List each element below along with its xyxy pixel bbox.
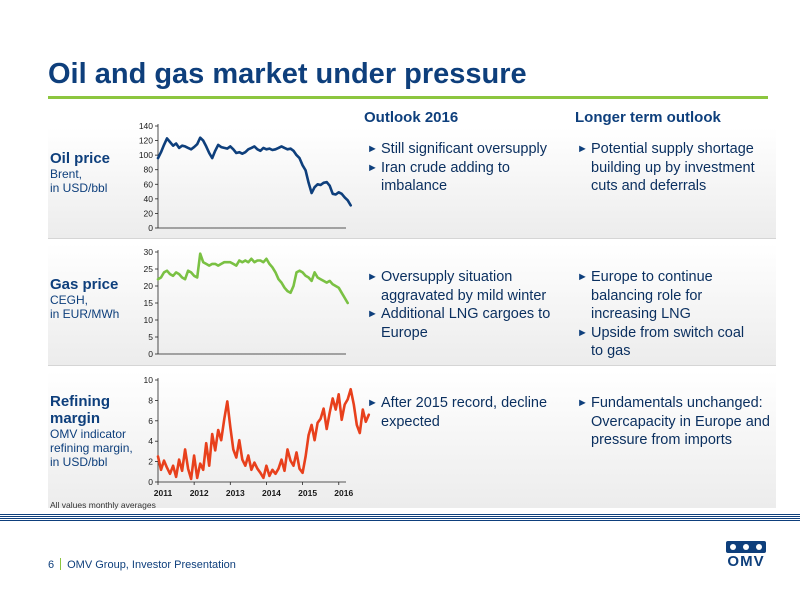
bullet-item: ► After 2015 record, decline expected xyxy=(367,395,548,430)
footer-stripes xyxy=(0,514,800,522)
page-title: Oil and gas market under pressure xyxy=(48,58,527,90)
row-heading: Refining margin xyxy=(50,393,110,427)
gas-longer-term-list: ► Europe to continue balancing role for i… xyxy=(577,268,747,361)
row-heading: Gas price xyxy=(50,276,119,293)
row-subtitle: Brent, xyxy=(50,167,83,181)
bullet-arrow-icon: ► xyxy=(577,143,588,155)
oil-longer-term-list: ► Potential supply shortage building up b… xyxy=(577,140,767,196)
bullet-arrow-icon: ► xyxy=(577,271,588,283)
y-tick-label: 15 xyxy=(144,298,154,308)
row-subtitle: CEGH, xyxy=(50,293,89,307)
y-tick-label: 30 xyxy=(144,247,154,257)
bullet-arrow-icon: ► xyxy=(367,397,378,409)
y-tick-label: 40 xyxy=(144,194,154,204)
y-tick-label: 2 xyxy=(148,457,153,467)
bullet-arrow-icon: ► xyxy=(367,161,378,174)
row-subtitle: in EUR/MWh xyxy=(50,307,120,321)
y-tick-label: 20 xyxy=(144,281,154,291)
y-tick-label: 10 xyxy=(144,315,154,325)
bullet-item: ► Still significant oversupply xyxy=(367,141,548,157)
bullet-item: ► Potential supply shortage building up b… xyxy=(577,141,755,194)
row-heading: Oil price xyxy=(50,150,111,167)
y-tick-label: 80 xyxy=(144,165,154,175)
y-tick-label: 140 xyxy=(139,121,153,131)
row-divider xyxy=(48,365,776,366)
x-tick-label: 2012 xyxy=(190,488,209,498)
omv-logo-text: OMV xyxy=(727,553,765,570)
row-subtitle: in USD/bbl xyxy=(50,181,108,195)
column-header-outlook: Outlook 2016 xyxy=(364,109,459,126)
y-tick-label: 8 xyxy=(148,395,153,405)
oil-price-chart: 0 20 40 60 80 100 120 140 xyxy=(139,121,352,233)
refining-longer-term-list: ► Fundamentals unchanged: Overcapacity in… xyxy=(577,394,777,450)
bullet-arrow-icon: ► xyxy=(367,271,378,283)
y-tick-label: 0 xyxy=(148,223,153,233)
gas-outlook-list: ► Oversupply situation aggravated by mild… xyxy=(367,268,567,342)
bullet-item: ► Oversupply situation aggravated by mild… xyxy=(367,269,547,304)
bullet-arrow-icon: ► xyxy=(577,326,588,339)
bullet-item: ► Europe to continue balancing role for i… xyxy=(577,269,713,322)
y-tick-label: 60 xyxy=(144,179,154,189)
oil-price-label: Oil price Brent, in USD/bbl xyxy=(50,150,110,195)
refining-outlook-list: ► After 2015 record, decline expected xyxy=(367,394,567,431)
y-tick-label: 20 xyxy=(144,208,154,218)
oil-row-band xyxy=(48,128,776,238)
y-tick-label: 4 xyxy=(148,436,153,446)
y-tick-label: 0 xyxy=(148,349,153,359)
footer-text: OMV Group, Investor Presentation xyxy=(67,559,236,571)
y-tick-label: 100 xyxy=(139,150,153,160)
footer-divider xyxy=(60,558,62,570)
bullet-item: ► Upside from switch coal to gas xyxy=(577,324,745,360)
row-divider xyxy=(48,238,776,239)
gas-price-label: Gas price CEGH, in EUR/MWh xyxy=(50,276,119,321)
bullet-arrow-icon: ► xyxy=(577,397,588,409)
y-tick-label: 120 xyxy=(139,136,153,146)
series-line xyxy=(156,387,371,481)
title-underline xyxy=(48,96,768,99)
refining-margin-chart: 0 2 4 6 8 10 2011 2012 2013 2014 2015 2016 xyxy=(144,375,371,498)
y-tick-label: 25 xyxy=(144,264,154,274)
row-subtitle: OMV indicator xyxy=(50,427,127,441)
omv-logo: OMV xyxy=(722,541,770,571)
page-number: 6 xyxy=(48,559,55,571)
omv-logo-mark xyxy=(726,541,766,553)
bullet-arrow-icon: ► xyxy=(367,308,378,320)
x-tick-label: 2016 xyxy=(334,488,353,498)
y-tick-label: 5 xyxy=(148,332,153,342)
x-tick-label: 2015 xyxy=(298,488,317,498)
x-tick-label: 2013 xyxy=(226,488,245,498)
footer: 6 OMV Group, Investor Presentation xyxy=(48,558,236,571)
column-header-longer-term: Longer term outlook xyxy=(575,109,721,126)
oil-outlook-list: ► Still significant oversupply ► Iran crud… xyxy=(367,140,567,196)
gas-row-band xyxy=(48,244,776,365)
bullet-item: ► Iran crude adding to imbalance xyxy=(367,159,510,195)
row-subtitle: in USD/bbl xyxy=(50,455,108,469)
footnote: All values monthly averages xyxy=(50,500,156,510)
series-line xyxy=(156,136,352,207)
y-tick-label: 0 xyxy=(148,477,153,487)
x-tick-label: 2011 xyxy=(154,488,173,498)
gas-price-chart: 0 5 10 15 20 25 30 xyxy=(144,247,349,359)
row-subtitle: refining margin, xyxy=(50,441,133,455)
bullet-arrow-icon: ► xyxy=(367,143,378,155)
x-tick-label: 2014 xyxy=(262,488,281,498)
refining-margin-label: Refining margin OMV indicator refining m… xyxy=(50,393,133,469)
y-tick-label: 10 xyxy=(144,375,154,385)
bullet-item: ► Fundamentals unchanged: Overcapacity in… xyxy=(577,395,770,448)
bullet-item: ► Additional LNG cargoes to Europe xyxy=(367,306,551,341)
y-tick-label: 6 xyxy=(148,416,153,426)
refining-row-band xyxy=(48,371,776,508)
series-line xyxy=(156,252,349,305)
